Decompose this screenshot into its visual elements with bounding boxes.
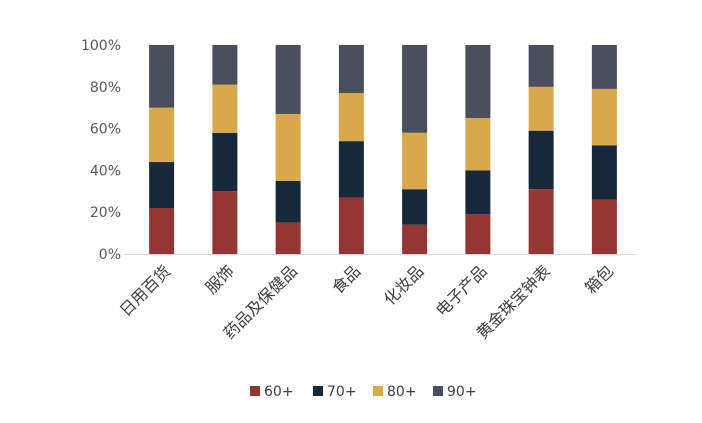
bar-segment (465, 214, 491, 254)
bar-segment (275, 45, 301, 114)
bar-segment (149, 162, 175, 209)
bar-segment (338, 141, 364, 198)
bar-segment (591, 45, 617, 89)
bar-segment (338, 93, 364, 142)
bar-segment (465, 45, 491, 119)
bar-segment (402, 132, 428, 190)
bar-segment (149, 208, 175, 254)
bar-segment (149, 107, 175, 163)
bar-segment (465, 118, 491, 171)
legend-label: 80+ (387, 384, 417, 400)
legend-label: 90+ (447, 384, 477, 400)
y-tick-label: 40% (90, 163, 121, 179)
bar-segment (149, 45, 175, 108)
bar-segment (212, 84, 238, 133)
bar-segment (591, 145, 617, 200)
bar-segment (528, 189, 554, 254)
category-label: 化妆品 (380, 261, 427, 308)
bar-segment (591, 199, 617, 254)
bar-segment (338, 197, 364, 254)
bar-segment (275, 180, 301, 223)
bar-segment (528, 45, 554, 87)
category-label: 日用百货 (116, 261, 175, 320)
category-label: 箱包 (581, 261, 617, 297)
y-tick-label: 100% (81, 38, 121, 54)
bar-segment (528, 130, 554, 190)
bar-segment (528, 86, 554, 131)
bar-segment (338, 45, 364, 94)
bar-segment (465, 170, 491, 215)
bar-segment (212, 191, 238, 254)
category-label: 电子产品 (432, 261, 491, 320)
category-label: 服饰 (202, 261, 238, 297)
legend-swatch (313, 386, 323, 396)
bars (149, 45, 617, 254)
bar-segment (402, 45, 428, 133)
y-tick-label: 60% (90, 122, 121, 138)
bar-segment (275, 113, 301, 181)
category-label: 食品 (328, 261, 364, 297)
bar-segment (212, 45, 238, 85)
legend-label: 70+ (327, 384, 357, 400)
bar-segment (212, 132, 238, 192)
legend-label: 60+ (264, 384, 294, 400)
legend-swatch (373, 386, 383, 396)
y-tick-label: 0% (99, 247, 121, 263)
y-tick-label: 80% (90, 80, 121, 96)
bar-segment (591, 88, 617, 146)
y-axis-ticks: 0% 20% 40% 60% 80% 100% (81, 38, 121, 263)
legend-swatch (433, 386, 443, 396)
y-tick-label: 20% (90, 205, 121, 221)
legend-swatch (250, 386, 260, 396)
bar-segment (402, 224, 428, 254)
bar-segment (275, 222, 301, 254)
legend: 60+ 70+ 80+ 90+ (250, 384, 477, 400)
bar-segment (402, 189, 428, 225)
